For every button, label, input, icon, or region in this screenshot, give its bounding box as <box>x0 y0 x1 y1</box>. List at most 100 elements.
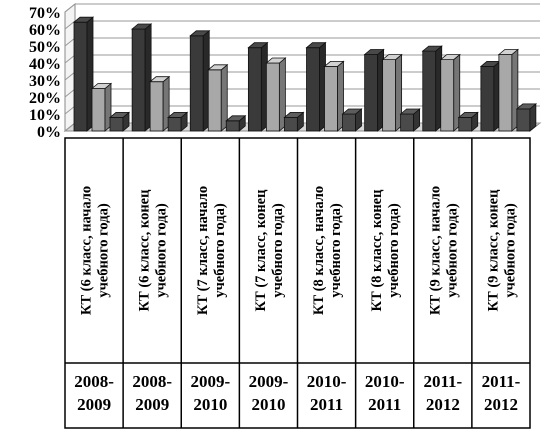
year-label: 2011- <box>423 372 462 391</box>
gridline-depth <box>64 105 76 115</box>
bar-top <box>189 30 211 37</box>
year-label: 2011- <box>482 372 521 391</box>
year-label: 2012 <box>484 395 518 414</box>
year-label: 2010- <box>307 372 347 391</box>
year-label: 2009 <box>77 395 111 414</box>
bar-front <box>149 81 164 132</box>
bar <box>305 41 327 132</box>
category-label-line: КТ (7 класс, начало <box>195 186 211 315</box>
side-wall <box>64 2 76 133</box>
category-label: КТ (6 класс, начало учебного года) <box>79 186 112 315</box>
year-label: 2012 <box>426 395 460 414</box>
bar <box>479 60 501 132</box>
bar <box>189 29 211 132</box>
category-label-line: учебного года) <box>328 203 344 297</box>
category-label: КТ (9 класс, начало учебного года) <box>427 186 460 315</box>
category-label-line: КТ (7 класс, конец <box>253 189 269 312</box>
category-label-line: КТ (8 класс, начало <box>311 186 327 315</box>
bar-front <box>91 88 106 132</box>
year-label: 2010 <box>193 395 227 414</box>
bar <box>90 82 113 132</box>
bar-top <box>225 115 247 122</box>
bar <box>265 57 287 132</box>
bar-front <box>342 113 356 132</box>
category-label-line: учебного года) <box>96 203 112 297</box>
bar-top <box>131 23 153 30</box>
bar-top <box>323 61 345 67</box>
bar-front <box>73 21 88 132</box>
bar-top <box>305 42 327 49</box>
bar-front <box>131 28 146 132</box>
bar <box>381 53 403 132</box>
bar-front <box>382 59 397 132</box>
y-tick-label: 60% <box>29 22 61 39</box>
bar-top <box>457 112 479 118</box>
gridline-depth <box>64 3 76 13</box>
bar-front <box>167 117 182 132</box>
bar-front <box>440 59 455 132</box>
year-label: 2008- <box>74 372 114 391</box>
bar <box>439 53 461 132</box>
bar-top <box>439 54 461 60</box>
bar-top <box>265 57 287 64</box>
category-label-line: учебного года) <box>154 203 170 297</box>
gridline-depth <box>64 122 76 132</box>
bar-front <box>109 117 124 132</box>
bar <box>225 114 247 132</box>
bar-front <box>283 117 298 132</box>
bar-front <box>458 117 473 132</box>
category-label-line: учебного года) <box>502 203 518 297</box>
bar <box>363 48 385 132</box>
bar-top <box>381 54 403 60</box>
gridline-depth <box>64 54 76 64</box>
category-label: КТ (7 класс, конец учебного года) <box>253 189 286 312</box>
category-label: КТ (9 класс, конец учебного года) <box>485 189 518 312</box>
bar-top <box>167 112 189 118</box>
year-label: 2009- <box>190 372 230 391</box>
y-tick-label: 10% <box>29 107 61 124</box>
category-label-line: учебного года) <box>212 203 228 297</box>
y-tick-label: 70% <box>29 5 61 22</box>
bar-top <box>421 45 443 52</box>
bar-front <box>422 50 437 132</box>
bar-front <box>247 47 262 132</box>
y-tick-label: 30% <box>29 73 61 90</box>
bar <box>457 111 479 132</box>
bar-front <box>400 113 415 132</box>
bar <box>131 23 153 132</box>
gridline-depth <box>64 88 76 98</box>
bar <box>247 41 269 132</box>
bars-layer <box>72 16 537 132</box>
bar-top <box>247 42 269 49</box>
category-label-line: учебного года) <box>270 203 286 297</box>
bar-top <box>515 103 537 110</box>
bar-top <box>149 76 171 83</box>
category-label-line: КТ (9 класс, конец <box>485 189 501 312</box>
y-tick-label: 50% <box>29 39 61 56</box>
y-tick-label: 40% <box>29 56 61 73</box>
bar <box>167 111 189 132</box>
category-label: КТ (8 класс, конец учебного года) <box>369 189 402 312</box>
category-label-line: КТ (6 класс, начало <box>79 186 95 315</box>
bar-front <box>480 66 495 132</box>
category-label: КТ (8 класс, начало учебного года) <box>311 186 344 315</box>
bar <box>108 111 131 132</box>
category-label-line: учебного года) <box>444 203 460 297</box>
year-label: 2009 <box>135 395 169 414</box>
year-label: 2010 <box>251 395 285 414</box>
bar-top <box>207 64 229 71</box>
bar-top <box>363 49 385 55</box>
bar-front <box>225 120 240 132</box>
bar-front <box>265 62 280 132</box>
category-label-line: КТ (9 класс, начало <box>427 186 443 315</box>
bar <box>283 111 305 132</box>
bar-top <box>283 112 305 118</box>
year-label: 2011 <box>310 395 343 414</box>
gridline-depth <box>64 71 76 81</box>
bar-front <box>364 54 379 132</box>
bar <box>149 75 171 132</box>
bar <box>207 63 229 132</box>
bar <box>515 103 537 132</box>
year-label: 2010- <box>365 372 405 391</box>
